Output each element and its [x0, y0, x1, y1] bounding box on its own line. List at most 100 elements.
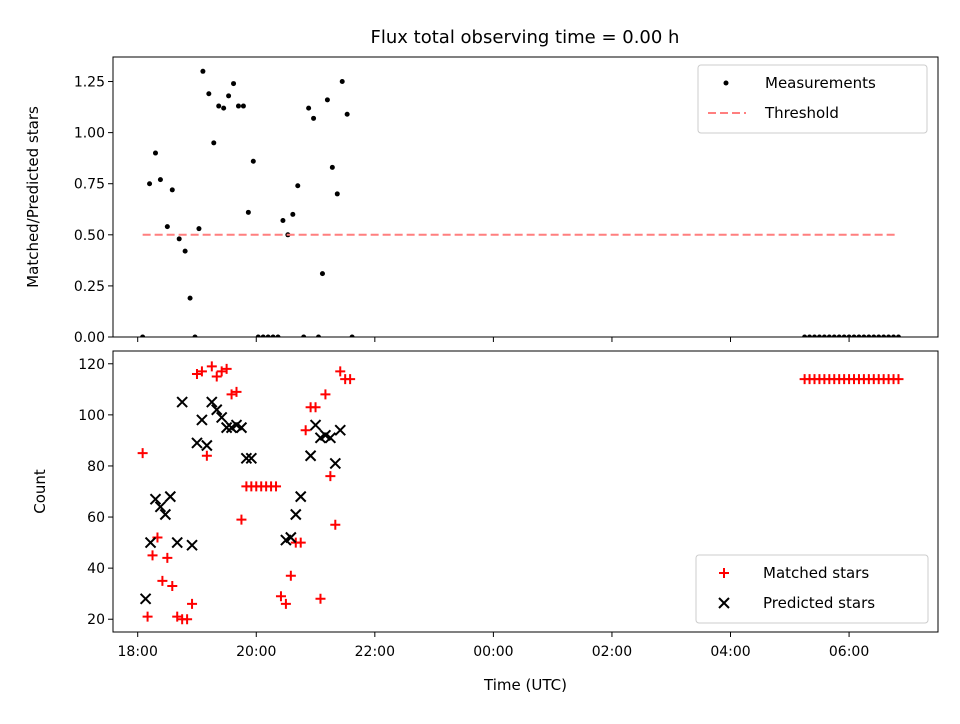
- y-tick-label: 60: [87, 510, 105, 526]
- matched-star-point: [137, 448, 148, 459]
- y-tick-label: 0.50: [74, 228, 105, 244]
- predicted-star-point: [196, 414, 208, 426]
- y-tick-label: 0.75: [74, 177, 105, 193]
- matched-star-point: [162, 552, 173, 563]
- predicted-star-point: [240, 452, 253, 464]
- measurement-point: [169, 187, 175, 193]
- measurement-point: [231, 81, 237, 87]
- matched-star-point: [893, 374, 904, 385]
- predicted-star-point: [159, 508, 172, 521]
- predicted-star-point: [215, 411, 228, 424]
- measurement-point: [280, 218, 286, 224]
- y-tick-label: 120: [78, 357, 105, 373]
- x-tick-label: 04:00: [710, 644, 750, 660]
- measurement-point: [846, 334, 852, 337]
- measurement-point: [235, 103, 241, 109]
- measurement-point: [265, 334, 271, 337]
- legend-marker: [723, 80, 729, 86]
- measurement-point: [211, 140, 217, 146]
- x-tick-label: 00:00: [473, 644, 513, 660]
- measurement-point: [881, 334, 887, 337]
- legend-box: [695, 554, 929, 624]
- predicted-star-point: [149, 493, 162, 505]
- y-axis-label: Matched/Predicted stars: [24, 106, 42, 288]
- predicted-star-point: [220, 421, 233, 434]
- legend-label: Matched stars: [763, 564, 869, 582]
- y-tick-label: 1.00: [74, 126, 105, 142]
- measurement-point: [344, 111, 350, 117]
- matched-star-point: [325, 471, 336, 482]
- plot-frame: [112, 350, 939, 633]
- measurement-point: [290, 211, 296, 217]
- measurement-point: [255, 334, 261, 337]
- y-tick-label: 0.25: [74, 279, 105, 295]
- measurement-point: [886, 334, 892, 337]
- measurement-point: [206, 91, 212, 97]
- matched-star-point: [221, 363, 232, 374]
- measurement-point: [216, 103, 222, 109]
- measurement-point: [152, 150, 158, 156]
- predicted-star-point: [324, 432, 337, 444]
- top-panel: 0.00 0.25 0.50 0.75 1.00 1.25 Matched/Predicte…: [24, 56, 939, 346]
- matched-star-point: [236, 514, 247, 525]
- measurement-point: [802, 334, 808, 337]
- legend-marker: [718, 597, 730, 609]
- matched-star-point: [280, 598, 291, 609]
- matched-star-point: [310, 402, 321, 413]
- x-tick-label: 06:00: [829, 644, 869, 660]
- y-tick-label: 1.25: [74, 75, 105, 91]
- matched-star-point: [330, 519, 341, 530]
- measurement-point: [306, 105, 312, 111]
- measurement-point: [841, 334, 847, 337]
- measurement-point: [831, 334, 837, 337]
- measurement-point: [187, 295, 193, 301]
- y-tick-label: 20: [87, 612, 105, 628]
- matched-star-point: [142, 611, 153, 622]
- predicted-star-point: [309, 419, 322, 431]
- x-tick-label: 18:00: [118, 644, 158, 660]
- predicted-star-point: [211, 404, 223, 416]
- plot-frame: [112, 56, 939, 338]
- predicted-star-point: [285, 531, 297, 544]
- measurement-point: [826, 334, 832, 337]
- measurement-point: [140, 334, 146, 337]
- x-axis-label: Time (UTC): [483, 676, 567, 694]
- bottom-panel: 20 40 60 80 100 120 Count 18:00 20:00 22:00 00:00 0…: [31, 350, 939, 694]
- predicted-star-point: [329, 457, 342, 470]
- measurement-point: [871, 334, 877, 337]
- matched-star-point: [147, 550, 158, 561]
- predicted-star-point: [154, 501, 167, 513]
- measurement-point: [301, 334, 307, 337]
- y-axis-label: Count: [31, 469, 49, 514]
- legend-box: [697, 64, 928, 134]
- measurement-point: [339, 79, 345, 85]
- predicted-star-point: [334, 424, 346, 436]
- measurement-point: [176, 236, 182, 242]
- measurement-point: [866, 334, 872, 337]
- matched-star-point: [182, 614, 193, 625]
- data-layer: [137, 361, 904, 625]
- measurement-point: [295, 183, 301, 189]
- measurement-point: [334, 191, 340, 197]
- y-tick-label: 0.00: [74, 330, 105, 346]
- predicted-star-point: [201, 439, 213, 452]
- matched-star-point: [196, 366, 207, 377]
- matched-star-point: [152, 532, 163, 543]
- legend-label: Threshold: [764, 104, 839, 122]
- matched-star-point: [157, 575, 168, 586]
- measurement-point: [192, 334, 198, 337]
- measurement-point: [200, 68, 206, 74]
- matched-star-point: [300, 425, 311, 436]
- predicted-star-point: [164, 490, 177, 503]
- matched-star-point: [167, 581, 178, 592]
- measurement-point: [861, 334, 867, 337]
- predicted-star-point: [144, 536, 157, 549]
- measurement-point: [876, 334, 882, 337]
- measurement-point: [311, 115, 317, 121]
- matched-star-point: [295, 537, 306, 548]
- predicted-star-point: [191, 437, 203, 449]
- measurement-point: [164, 224, 170, 230]
- measurement-point: [182, 248, 188, 254]
- measurement-point: [250, 158, 256, 164]
